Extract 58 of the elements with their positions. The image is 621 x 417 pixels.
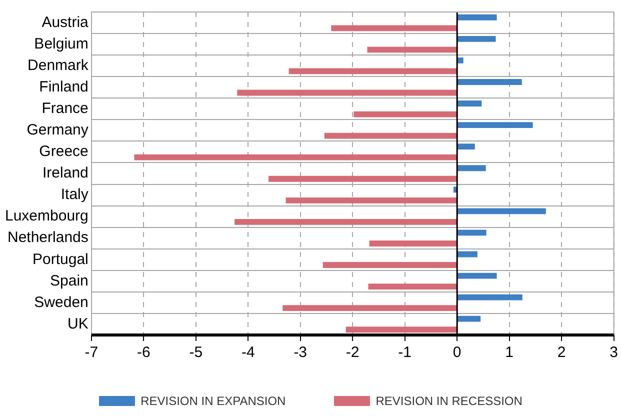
y-tick-label: Belgium (34, 35, 88, 52)
y-tick-label: Spain (50, 272, 88, 290)
bar (322, 262, 457, 268)
x-tick-label: 3 (610, 344, 618, 362)
y-tick-label: Luxembourg (4, 208, 88, 225)
x-tick-label: 0 (452, 344, 462, 362)
legend-label: REVISION IN EXPANSION (140, 394, 286, 408)
bar (354, 111, 457, 118)
bar (368, 284, 457, 290)
y-tick-label: France (42, 100, 88, 118)
y-tick-label: Sweden (34, 294, 88, 311)
bar (234, 218, 457, 225)
bar (237, 90, 457, 96)
bar (369, 240, 457, 246)
y-tick-label: Germany (26, 122, 89, 139)
bar (458, 230, 486, 236)
x-tick-label: 1 (505, 344, 514, 362)
bar (458, 79, 522, 85)
x-tick-label: -2 (346, 344, 360, 362)
x-tick-label: -5 (189, 344, 203, 362)
bar (458, 100, 482, 106)
bar (458, 144, 475, 150)
bar (458, 208, 546, 214)
bar (324, 132, 457, 139)
bar (458, 316, 481, 322)
y-tick-label: Italy (60, 186, 89, 204)
bar (458, 165, 486, 172)
x-tick-label: 2 (557, 344, 566, 362)
x-tick-label: -4 (241, 344, 255, 362)
bar (458, 122, 533, 128)
legend-label: REVISION IN RECESSION (376, 394, 522, 408)
x-tick-label: -6 (136, 344, 150, 362)
x-tick-label: -7 (84, 344, 98, 362)
bar (458, 36, 496, 42)
y-tick-label: UK (68, 315, 88, 332)
y-tick-label: Finland (39, 78, 88, 96)
bar (268, 176, 457, 182)
bar (367, 46, 457, 53)
y-tick-label: Austria (42, 14, 90, 31)
y-tick-label: Denmark (28, 56, 89, 74)
bar (458, 294, 522, 300)
bar (286, 197, 457, 204)
x-tick-label: -3 (294, 344, 308, 362)
bar (458, 14, 497, 20)
y-tick-label: Netherlands (7, 229, 88, 246)
bar (458, 251, 478, 258)
x-tick-label: -1 (398, 344, 412, 362)
y-tick-label: Ireland (42, 164, 88, 182)
bar (453, 186, 457, 193)
bar (458, 272, 497, 279)
bar (282, 305, 457, 312)
bar (331, 25, 457, 32)
y-tick-label: Portugal (32, 250, 88, 268)
bar (346, 326, 457, 333)
bar (458, 57, 464, 64)
y-tick-label: Greece (39, 143, 88, 160)
bar (288, 68, 457, 74)
bar (134, 154, 457, 160)
